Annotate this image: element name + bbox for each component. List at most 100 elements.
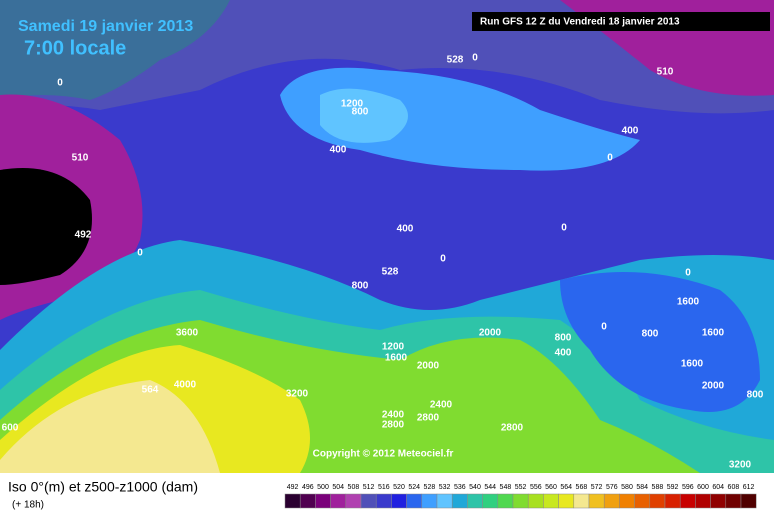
contour-label: 0 [607, 153, 613, 164]
scale-label: 520 [393, 484, 405, 491]
scale-label: 524 [408, 484, 420, 491]
contour-label: 0 [561, 223, 567, 234]
scale-swatch [467, 493, 483, 509]
contour-label: 400 [555, 348, 572, 359]
contour-label: 0 [472, 53, 478, 64]
contour-label: 510 [657, 67, 674, 78]
scale-label: 504 [332, 484, 344, 491]
copyright: Copyright © 2012 Meteociel.fr [313, 449, 454, 460]
date: Samedi 19 janvier 2013 [18, 18, 193, 35]
contour-label: 1200 [341, 99, 364, 110]
scale-swatch [725, 493, 742, 509]
scale-label: 580 [621, 484, 633, 491]
scale-swatch [527, 493, 544, 509]
scale-swatch [603, 493, 620, 509]
contour-label: 0 [601, 322, 607, 333]
contour-label: 528 [382, 267, 399, 278]
contour-label: 528 [447, 55, 464, 66]
contour-label: 400 [622, 126, 639, 137]
scale-label: 544 [484, 484, 496, 491]
contour-label: 800 [642, 329, 659, 340]
contour-label: 800 [352, 281, 369, 292]
scale-swatch [284, 493, 301, 509]
scale-label: 496 [302, 484, 314, 491]
scale-swatch [695, 493, 711, 509]
scale-label: 568 [576, 484, 588, 491]
scale-label: 512 [363, 484, 375, 491]
contour-label: 400 [330, 145, 347, 156]
scale-swatch [315, 493, 331, 509]
contour-label: 3200 [286, 389, 309, 400]
scale-label: 552 [515, 484, 527, 491]
footer-subtitle: (+ 18h) [12, 500, 44, 511]
contour-label: 0 [685, 268, 691, 279]
contour-label: 600 [2, 423, 19, 434]
time: 7:00 locale [24, 37, 126, 59]
scale-label: 548 [500, 484, 512, 491]
scale-label: 584 [636, 484, 648, 491]
scale-swatch [619, 493, 635, 509]
scale-label: 592 [667, 484, 679, 491]
scale-swatch [588, 493, 605, 509]
scale-swatch [451, 493, 468, 509]
scale-label: 532 [439, 484, 451, 491]
contour-label: 1600 [702, 328, 725, 339]
scale-swatch [710, 493, 727, 509]
scale-label: 588 [652, 484, 664, 491]
contour-label: 2000 [417, 361, 440, 372]
contour-label: 2400 [430, 400, 453, 411]
scale-label: 536 [454, 484, 466, 491]
scale-label: 564 [560, 484, 572, 491]
scale-swatch [573, 493, 590, 509]
scale-swatch [497, 493, 514, 509]
contour-label: 1600 [677, 297, 700, 308]
contour-label: 564 [142, 385, 159, 396]
scale-swatch [543, 493, 559, 509]
scale-swatch [634, 493, 651, 509]
scale-label: 600 [697, 484, 709, 491]
map [0, 0, 774, 473]
scale-label: 576 [606, 484, 618, 491]
scale-swatch [375, 493, 392, 509]
scale-swatch [649, 493, 666, 509]
contour-label: 2800 [501, 423, 524, 434]
contour-label: 2000 [702, 381, 725, 392]
contour-label: 800 [555, 333, 572, 344]
scale-label: 516 [378, 484, 390, 491]
scale-label: 508 [348, 484, 360, 491]
scale-label: 540 [469, 484, 481, 491]
scale-label: 604 [712, 484, 724, 491]
scale-swatch [664, 493, 681, 509]
scale-label: 560 [545, 484, 557, 491]
footer-title: Iso 0°(m) et z500-z1000 (dam) [8, 479, 198, 495]
scale-label: 596 [682, 484, 694, 491]
contour-label: 510 [72, 153, 89, 164]
contour-label: 3200 [729, 460, 752, 471]
scale-swatch [740, 493, 757, 509]
scale-label: 612 [743, 484, 755, 491]
contour-label: 1200 [382, 342, 405, 353]
run-info: Run GFS 12 Z du Vendredi 18 janvier 2013 [480, 17, 680, 28]
contour-label: 0 [57, 78, 63, 89]
scale-swatch [421, 493, 438, 509]
contour-label: 2000 [479, 328, 502, 339]
scale-label: 608 [728, 484, 740, 491]
scale-swatch [406, 493, 423, 509]
contour-label: 400 [397, 224, 414, 235]
contour-label: 4000 [174, 380, 197, 391]
scale-label: 556 [530, 484, 542, 491]
contour-label: 2800 [417, 413, 440, 424]
scale-swatch [679, 493, 696, 509]
scale-label: 492 [287, 484, 299, 491]
scale-label: 528 [424, 484, 436, 491]
scale-swatch [345, 493, 362, 509]
scale-label: 572 [591, 484, 603, 491]
contour-label: 2800 [382, 420, 405, 431]
scale-swatch [299, 493, 316, 509]
scale-swatch [512, 493, 529, 509]
contour-label: 2400 [382, 410, 405, 421]
contour-label: 800 [747, 390, 764, 401]
contour-label: 3600 [176, 328, 199, 339]
scale-swatch [436, 493, 453, 509]
